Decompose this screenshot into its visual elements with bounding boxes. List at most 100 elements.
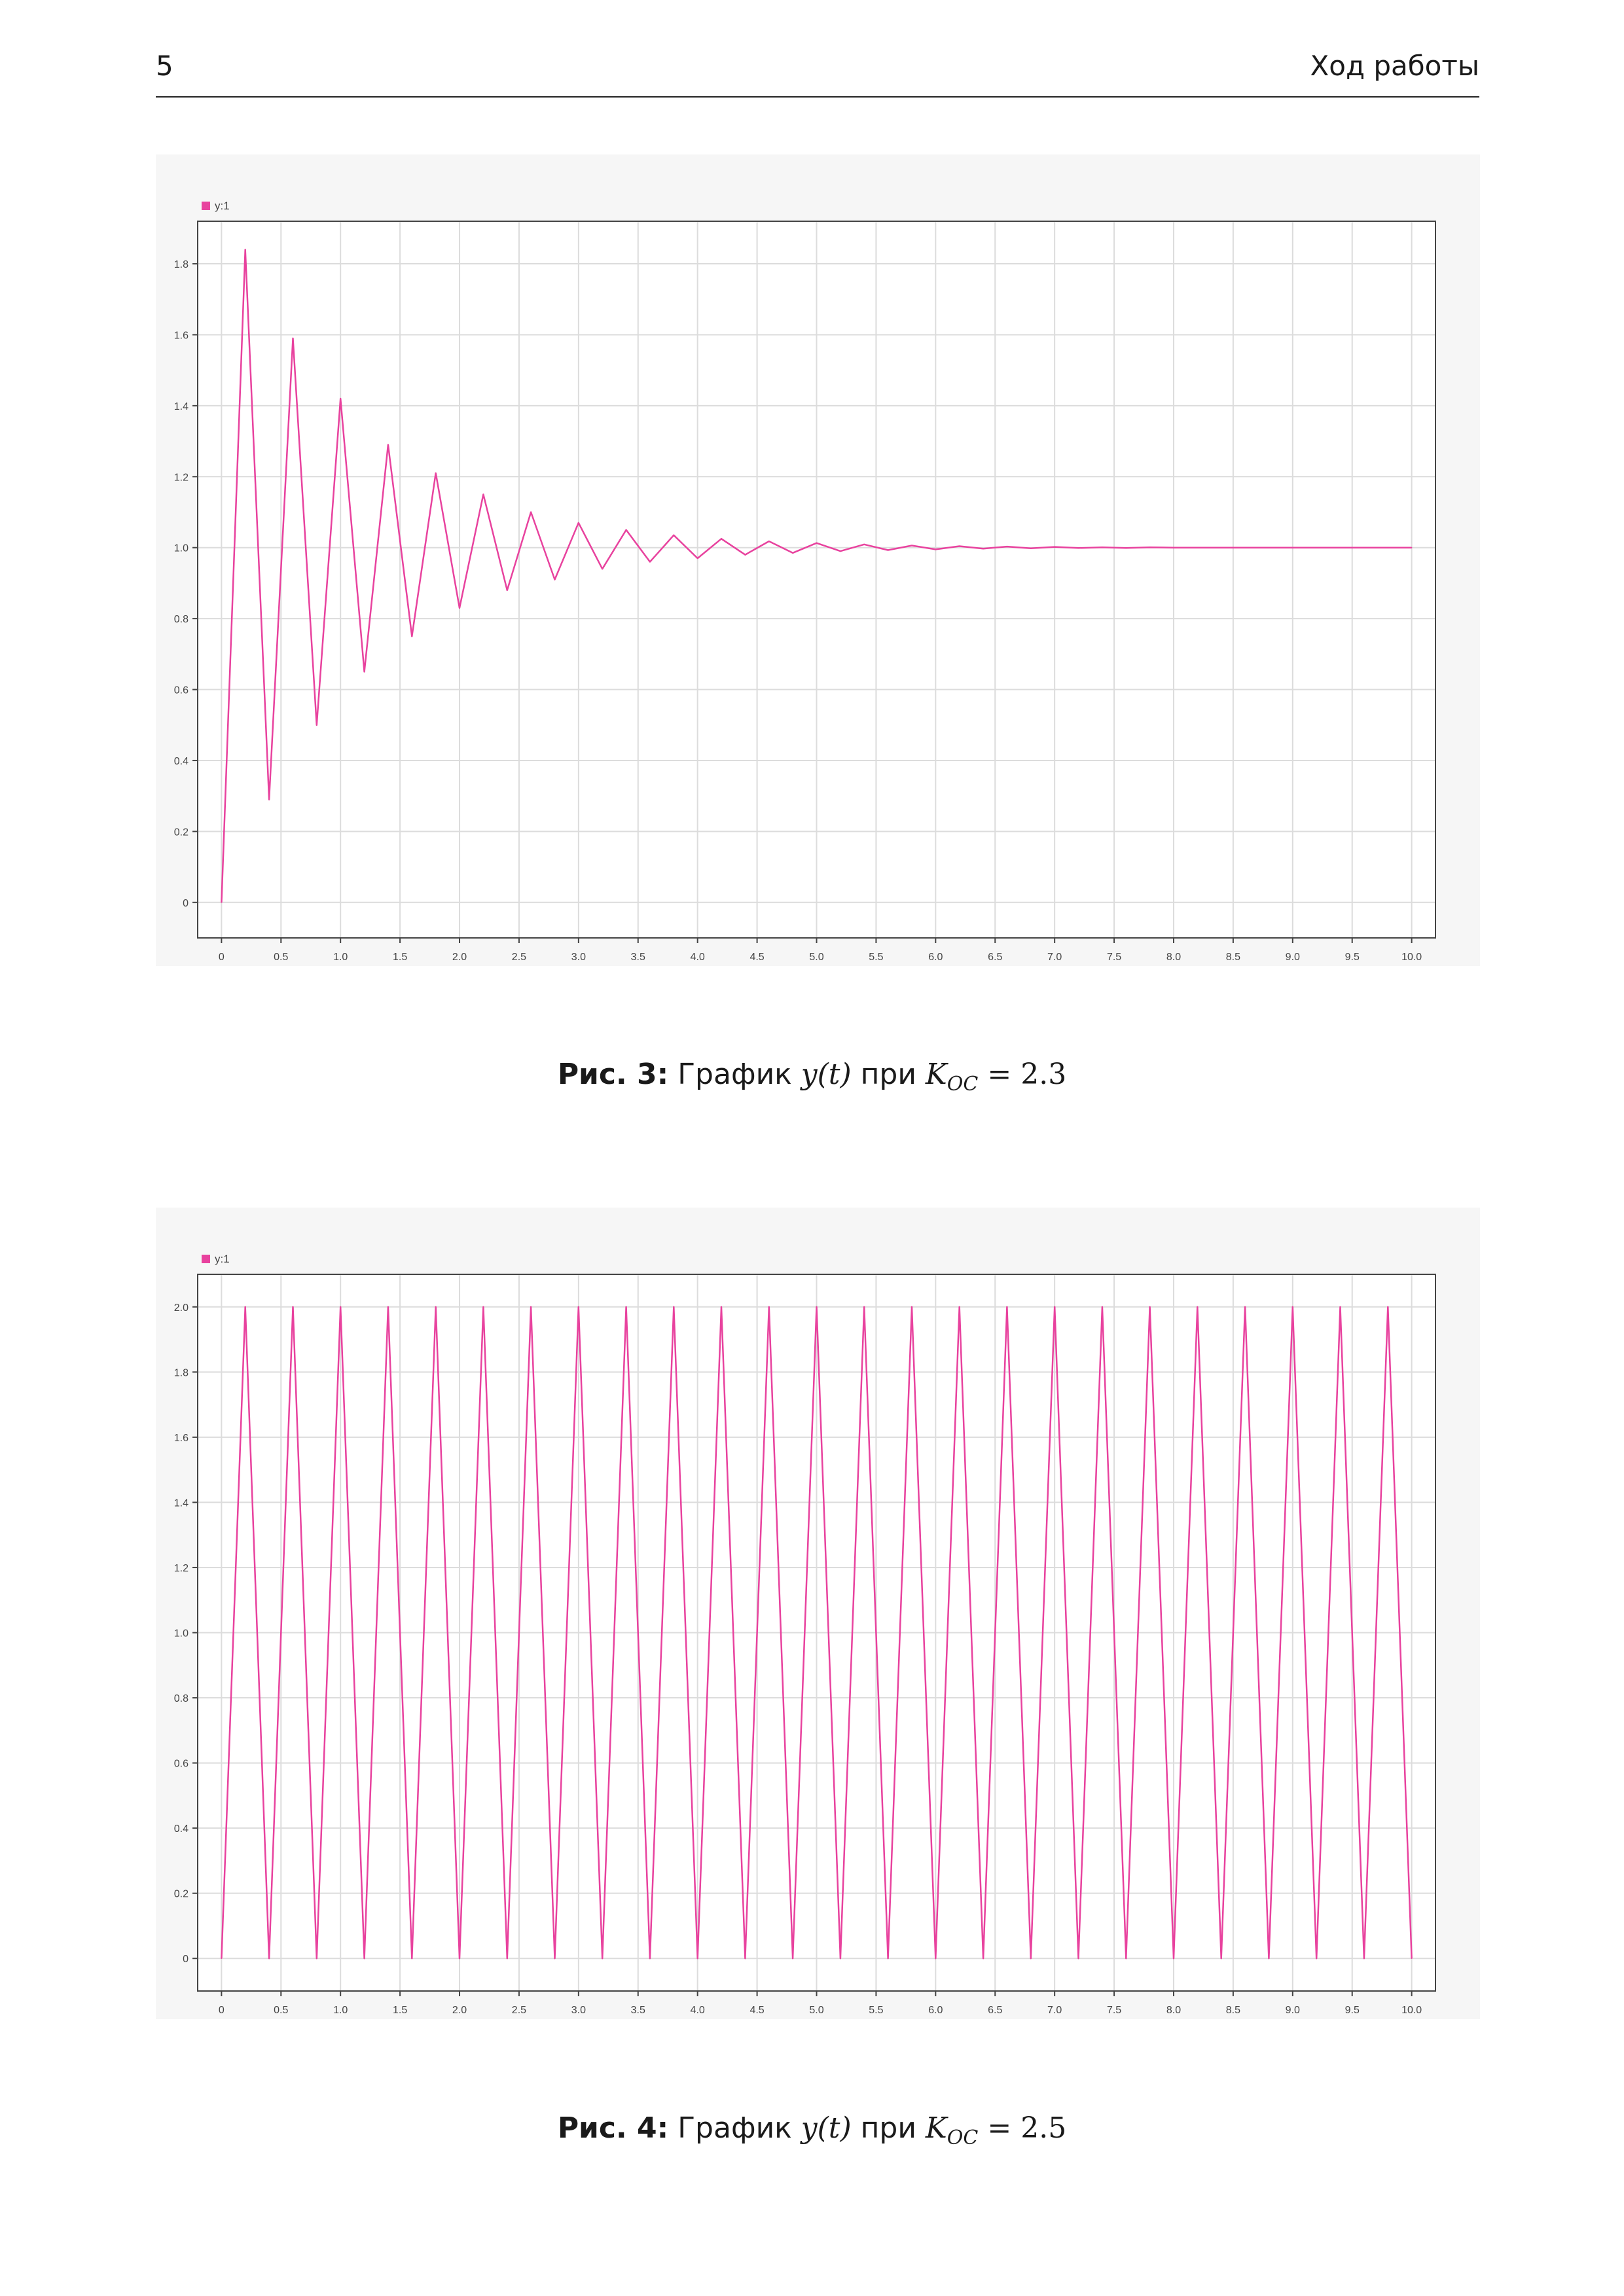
y-tick-label: 1.2	[174, 472, 189, 483]
figure-4-caption: Рис. 4: График y(t) при KOC = 2.5	[0, 2111, 1624, 2149]
x-tick-label: 4.0	[691, 952, 705, 963]
data-point	[1316, 547, 1317, 548]
data-point	[911, 1306, 912, 1308]
data-point	[482, 1306, 484, 1308]
x-tick-label: 10.0	[1401, 952, 1422, 963]
data-point	[459, 607, 460, 609]
data-point	[1363, 547, 1365, 548]
data-point	[1268, 1958, 1270, 1960]
figure-4: 0 0.5 1.0 1.5 2.0 2.5 3.0 3.5 4.0 4.5 5.0 5.5 6.0 6.5…	[156, 1208, 1480, 2019]
data-point	[363, 1958, 365, 1960]
x-tick-label: 7.5	[1107, 952, 1121, 963]
data-point	[1006, 1306, 1008, 1308]
x-tick-label: 10.0	[1401, 2005, 1422, 2016]
data-point	[1220, 547, 1222, 548]
y-tick-label: 1.8	[174, 1367, 189, 1378]
data-point	[340, 1306, 341, 1308]
x-tick-label: 1.0	[333, 952, 348, 963]
data-point	[388, 444, 389, 446]
chart-3: 0 0.5 1.0 1.5 2.0 2.5 3.0 3.5 4.0 4.5 5.0 5.5 6.0 6.5…	[174, 200, 1436, 963]
x-tick-label: 8.0	[1166, 952, 1181, 963]
data-point	[696, 1958, 698, 1960]
data-point	[316, 1958, 317, 1960]
data-point	[1149, 1306, 1151, 1308]
data-point	[721, 538, 722, 539]
data-point	[863, 1306, 865, 1308]
data-point	[1197, 1306, 1199, 1308]
y-tick-label: 1.4	[174, 1498, 189, 1509]
x-tick-label: 9.0	[1286, 952, 1300, 963]
data-point	[1102, 1306, 1103, 1308]
data-point	[816, 542, 818, 544]
x-tick-label: 5.0	[809, 2005, 823, 2016]
plot-border	[197, 221, 1436, 939]
data-point	[744, 1958, 746, 1960]
data-point	[459, 1958, 460, 1960]
data-point	[411, 636, 413, 637]
data-point	[506, 1958, 508, 1960]
x-tick-label: 1.5	[393, 2005, 407, 2016]
data-point	[983, 1958, 984, 1960]
y-tick-label: 1.6	[174, 330, 189, 341]
data-point	[840, 1958, 841, 1960]
x-tick-label: 5.5	[869, 952, 883, 963]
data-point	[411, 1958, 413, 1960]
data-point	[1197, 547, 1199, 548]
data-point	[316, 724, 317, 726]
x-tick-label: 8.5	[1226, 2005, 1240, 2016]
data-point	[530, 511, 532, 513]
data-point	[1173, 1958, 1174, 1960]
plot-border	[197, 1274, 1436, 1992]
data-point	[292, 1306, 294, 1308]
data-point	[1125, 547, 1127, 549]
x-tick-label: 8.5	[1226, 952, 1240, 963]
y-tick-label: 0.2	[174, 1889, 189, 1900]
data-point	[482, 493, 484, 495]
data-point	[244, 249, 246, 251]
data-point	[221, 1958, 223, 1960]
data-point	[1363, 1958, 1365, 1960]
data-point	[673, 534, 675, 536]
caption-text: График	[677, 2111, 792, 2145]
y-tick-label: 0.8	[174, 614, 189, 625]
section-title: Ход работы	[1310, 50, 1479, 82]
data-point	[1102, 547, 1103, 548]
data-point	[911, 545, 912, 547]
data-point	[1077, 1958, 1079, 1960]
x-tick-label: 7.0	[1047, 952, 1062, 963]
y-tick-label: 2.0	[174, 1302, 189, 1314]
data-point	[435, 473, 437, 474]
y-tick-label: 0.2	[174, 827, 189, 838]
caption-label: Рис. 4:	[557, 2111, 669, 2145]
data-point	[983, 548, 984, 550]
data-point	[554, 579, 556, 581]
caption-math-k-subscript: OC	[947, 2126, 979, 2149]
page-number: 5	[156, 50, 173, 82]
legend-label: y:1	[215, 200, 230, 212]
data-point	[887, 549, 889, 551]
data-point	[602, 1958, 604, 1960]
caption-text-mid: при	[860, 2111, 916, 2145]
x-tick-label: 1.5	[393, 952, 407, 963]
legend-label: y:1	[215, 1253, 230, 1265]
data-point	[649, 561, 651, 563]
data-point	[863, 544, 865, 545]
x-tick-label: 2.5	[512, 2005, 526, 2016]
x-tick-label: 5.5	[869, 2005, 883, 2016]
y-tick-label: 1.4	[174, 401, 189, 412]
data-point	[268, 1958, 270, 1960]
y-tick-label: 0.6	[174, 685, 189, 696]
caption-label: Рис. 3:	[557, 1058, 669, 1091]
data-point	[1339, 1306, 1341, 1308]
data-point	[388, 1306, 389, 1308]
y-tick-label: 0.6	[174, 1759, 189, 1770]
caption-math-y: y(t)	[801, 2111, 852, 2145]
caption-text-mid: при	[860, 1058, 916, 1091]
caption-math-k: KOC = 2.3	[925, 1058, 1066, 1096]
caption-math-k-symbol: K	[925, 1058, 947, 1091]
header-rule	[156, 96, 1479, 98]
caption-math-y: y(t)	[801, 1058, 852, 1091]
data-point	[744, 554, 746, 556]
data-point	[625, 529, 627, 531]
y-tick-label: 1.6	[174, 1433, 189, 1444]
